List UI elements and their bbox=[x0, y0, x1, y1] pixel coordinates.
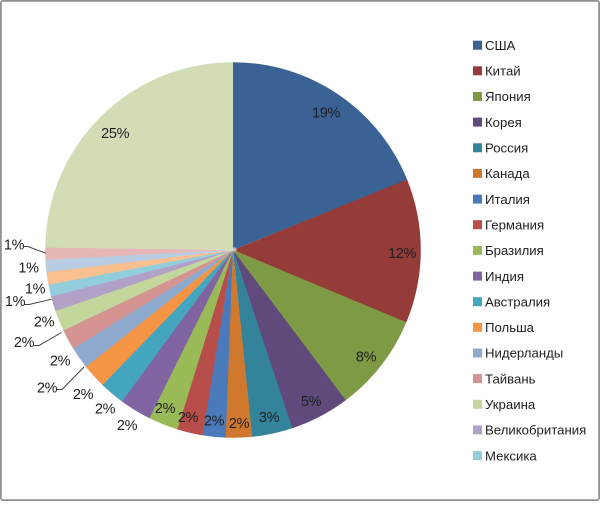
svg-text:2%: 2% bbox=[155, 401, 176, 417]
svg-text:Индия: Индия bbox=[485, 269, 524, 284]
svg-text:2%: 2% bbox=[73, 387, 94, 403]
svg-text:Мексика: Мексика bbox=[485, 448, 537, 463]
svg-text:2%: 2% bbox=[50, 354, 71, 370]
svg-text:Италия: Италия bbox=[485, 192, 530, 207]
svg-text:1%: 1% bbox=[18, 261, 39, 277]
svg-text:2%: 2% bbox=[178, 410, 199, 426]
svg-text:5%: 5% bbox=[301, 394, 322, 410]
svg-text:Япония: Япония bbox=[485, 89, 531, 104]
svg-text:2%: 2% bbox=[34, 315, 55, 331]
svg-text:1%: 1% bbox=[25, 282, 46, 298]
svg-text:12%: 12% bbox=[388, 246, 417, 262]
svg-text:25%: 25% bbox=[101, 126, 130, 142]
svg-text:США: США bbox=[485, 38, 516, 53]
svg-text:Китай: Китай bbox=[485, 64, 521, 79]
svg-text:Бразилия: Бразилия bbox=[485, 243, 544, 258]
svg-text:2%: 2% bbox=[229, 416, 250, 432]
svg-text:2%: 2% bbox=[117, 418, 138, 434]
svg-text:Германия: Германия bbox=[485, 217, 544, 232]
svg-text:2%: 2% bbox=[204, 414, 225, 430]
svg-text:Великобритания: Великобритания bbox=[485, 423, 586, 438]
svg-text:Корея: Корея bbox=[485, 115, 522, 130]
svg-text:3%: 3% bbox=[259, 410, 280, 426]
svg-text:Украина: Украина bbox=[485, 397, 536, 412]
svg-text:Нидерланды: Нидерланды bbox=[485, 346, 563, 361]
svg-text:Россия: Россия bbox=[485, 141, 528, 156]
svg-text:2%: 2% bbox=[95, 402, 116, 418]
svg-text:1%: 1% bbox=[4, 238, 25, 254]
svg-text:2%: 2% bbox=[37, 381, 58, 397]
svg-text:Австралия: Австралия bbox=[485, 294, 550, 309]
svg-text:2%: 2% bbox=[14, 335, 35, 351]
svg-text:Канада: Канада bbox=[485, 166, 530, 181]
svg-text:19%: 19% bbox=[312, 106, 341, 122]
svg-text:8%: 8% bbox=[356, 350, 377, 366]
svg-text:Тайвань: Тайвань bbox=[485, 371, 536, 386]
svg-text:Польша: Польша bbox=[485, 320, 535, 335]
svg-text:1%: 1% bbox=[5, 294, 26, 310]
